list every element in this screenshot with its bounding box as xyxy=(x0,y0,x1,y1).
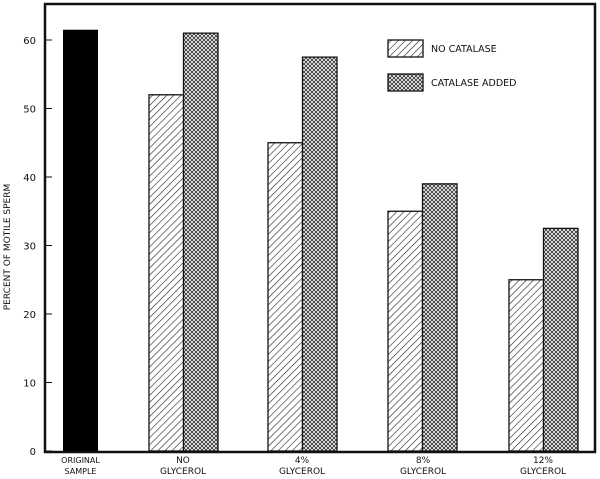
y-tick-label: 50 xyxy=(23,105,36,116)
y-tick-label: 0 xyxy=(30,447,36,458)
legend-label: NO CATALASE xyxy=(431,44,497,55)
x-tick-label: ORIGINAL xyxy=(61,456,100,465)
bar-original-sample xyxy=(63,29,98,451)
x-tick-label: GLYCEROL xyxy=(520,467,566,477)
x-tick-label: GLYCEROL xyxy=(279,467,325,477)
bar-catalase-added xyxy=(421,183,458,452)
bar-no-catalase xyxy=(387,210,424,452)
legend-swatch xyxy=(387,73,424,92)
bar-catalase-added xyxy=(301,56,338,452)
y-tick-label: 30 xyxy=(23,242,36,253)
bar-no-catalase xyxy=(508,279,545,452)
legend-label: CATALASE ADDED xyxy=(431,78,516,89)
x-tick-label: SAMPLE xyxy=(65,467,97,476)
y-tick-label: 60 xyxy=(23,36,36,47)
x-tick-label: NO xyxy=(176,456,190,466)
x-tick-label: 4% xyxy=(295,456,310,466)
y-axis-label: PERCENT OF MOTILE SPERM xyxy=(3,184,13,311)
x-tick-label: 8% xyxy=(416,456,431,466)
y-tick-label: 20 xyxy=(23,310,36,321)
x-tick-label: GLYCEROL xyxy=(400,467,446,477)
x-tick-label: 12% xyxy=(533,456,553,466)
y-tick-label: 10 xyxy=(23,379,36,390)
bar-no-catalase xyxy=(267,142,304,452)
bar-catalase-added xyxy=(542,227,579,452)
bar-no-catalase xyxy=(148,94,185,452)
legend-swatch xyxy=(387,39,424,58)
plot-frame xyxy=(43,2,597,454)
bar-catalase-added xyxy=(182,32,219,452)
y-tick-label: 40 xyxy=(23,173,36,184)
x-tick-label: GLYCEROL xyxy=(160,467,206,477)
